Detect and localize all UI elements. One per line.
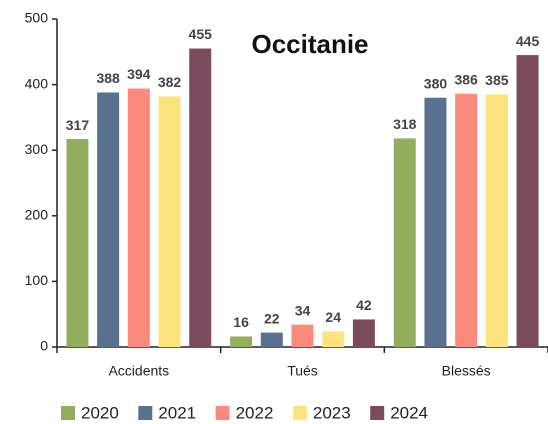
legend-label: 2022 (236, 403, 274, 422)
bar (158, 96, 181, 348)
legend-label: 2021 (158, 403, 196, 422)
y-tick-label: 400 (25, 75, 49, 91)
data-label: 455 (189, 26, 213, 42)
bar (189, 48, 212, 348)
legend-swatch (292, 406, 307, 420)
bar (485, 94, 508, 347)
data-label: 42 (356, 297, 372, 313)
legend-label: 2024 (390, 403, 428, 422)
data-label: 16 (233, 314, 249, 330)
data-label: 380 (424, 75, 448, 91)
bar (97, 92, 120, 347)
legend-swatch (215, 406, 230, 420)
legend-swatch (61, 406, 75, 420)
x-tick-label: Tués (287, 363, 318, 379)
bar (127, 88, 150, 347)
legend-label: 2020 (81, 403, 119, 422)
chart-title: Occitanie (251, 29, 368, 59)
bar (352, 319, 375, 347)
legend-swatch (138, 406, 153, 420)
bar (66, 139, 89, 347)
data-label: 445 (516, 33, 540, 49)
y-tick-label: 0 (40, 338, 48, 354)
bar (424, 97, 447, 347)
data-label: 385 (485, 72, 509, 88)
data-label: 34 (295, 302, 311, 318)
bar (230, 336, 253, 347)
x-tick-label: Blessés (442, 363, 491, 379)
bar (260, 332, 283, 347)
y-tick-label: 500 (25, 10, 49, 26)
legend-swatch (370, 406, 385, 420)
y-tick-label: 300 (25, 141, 49, 157)
y-tick-label: 200 (25, 207, 49, 223)
data-label: 394 (127, 66, 151, 82)
data-label: 388 (96, 70, 120, 86)
data-label: 318 (393, 116, 417, 132)
data-label: 386 (454, 71, 478, 87)
bar (455, 93, 478, 347)
legend-label: 2023 (313, 403, 351, 422)
x-tick-label: Accidents (108, 363, 169, 379)
data-label: 24 (325, 309, 341, 325)
y-tick-label: 100 (25, 272, 49, 288)
data-label: 382 (158, 74, 182, 90)
data-label: 317 (66, 117, 90, 133)
bar (322, 331, 345, 347)
bar (393, 138, 416, 347)
bar (291, 324, 314, 347)
data-label: 22 (264, 310, 280, 326)
bar (516, 55, 539, 348)
